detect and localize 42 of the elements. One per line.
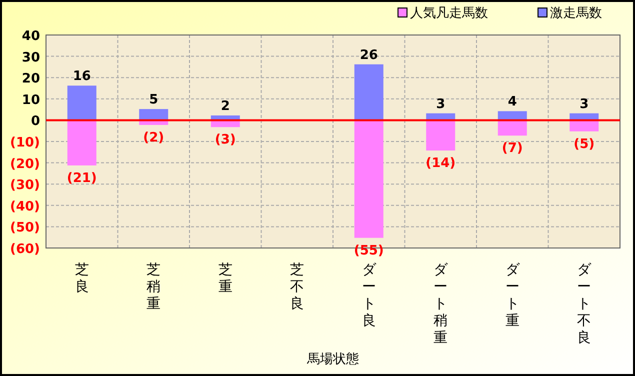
y-tick-label: (40) xyxy=(10,199,40,214)
x-tick-label: 芝稍重 xyxy=(146,262,161,312)
y-tick-label: (10) xyxy=(10,136,40,150)
bar xyxy=(426,120,456,151)
y-tick-label: 20 xyxy=(22,72,40,87)
x-tick-label: ダート不良 xyxy=(577,262,592,346)
x-tick-label: 芝重 xyxy=(218,262,232,295)
y-tick-label: (20) xyxy=(10,156,40,172)
data-label: 5 xyxy=(149,92,158,108)
data-label: (2) xyxy=(143,130,164,146)
x-tick-label: 芝不良 xyxy=(290,262,304,312)
x-axis-title: 馬場状態 xyxy=(306,352,359,367)
y-tick-label: 40 xyxy=(22,29,40,44)
legend-label: 人気凡走馬数 xyxy=(410,6,488,21)
bar xyxy=(498,120,527,136)
bar xyxy=(570,120,599,132)
bar xyxy=(354,120,384,238)
data-label: 26 xyxy=(360,48,378,63)
bar xyxy=(67,86,96,121)
x-tick-label: ダート良 xyxy=(362,262,377,329)
x-tick-label: 芝良 xyxy=(74,262,89,295)
y-tick-label: (30) xyxy=(10,178,40,194)
data-label: (7) xyxy=(502,141,523,156)
data-label: (3) xyxy=(214,132,236,148)
bar xyxy=(67,120,96,166)
data-label: 2 xyxy=(220,98,230,114)
bar xyxy=(354,64,384,121)
data-label: (14) xyxy=(426,156,456,172)
y-tick-label: (50) xyxy=(10,220,40,236)
data-label: 16 xyxy=(72,69,91,84)
legend-label: 激走馬数 xyxy=(550,6,602,21)
y-tick-label: 10 xyxy=(22,92,40,108)
x-tick-label: ダート稍重 xyxy=(434,262,449,346)
x-tick-label: ダート重 xyxy=(505,262,520,329)
data-label: 4 xyxy=(508,94,517,110)
data-label: (5) xyxy=(574,136,595,152)
data-label: 3 xyxy=(580,96,589,112)
y-tick-label: (60) xyxy=(10,242,40,257)
y-tick-label: 0 xyxy=(30,114,40,130)
data-label: 3 xyxy=(436,96,446,112)
data-label: (21) xyxy=(66,170,97,186)
y-tick-label: 30 xyxy=(22,50,40,66)
